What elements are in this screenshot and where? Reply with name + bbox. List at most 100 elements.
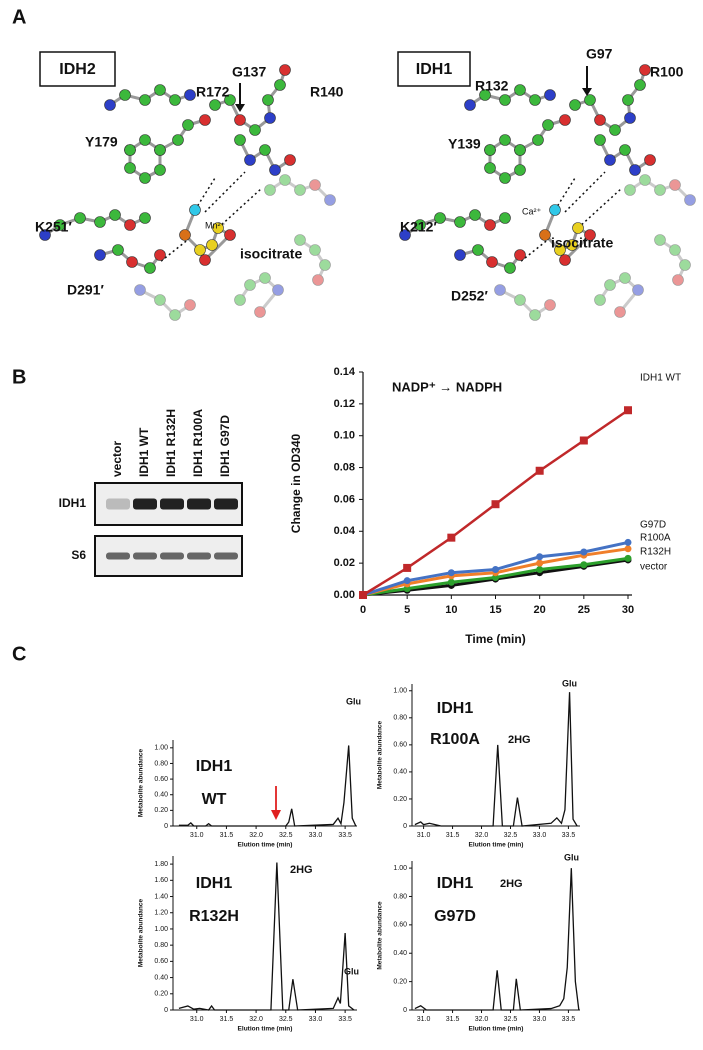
x-tick-label: 31.0 xyxy=(190,1016,204,1023)
atom xyxy=(559,254,571,266)
atom xyxy=(669,244,681,256)
residue xyxy=(399,209,511,241)
x-tick-label: 33.5 xyxy=(562,1016,576,1023)
trace xyxy=(414,868,580,1011)
atom xyxy=(529,309,541,321)
x-tick-label: 31.0 xyxy=(190,832,204,839)
atom xyxy=(279,64,291,76)
atom xyxy=(312,274,324,286)
residue-label: isocitrate xyxy=(240,246,302,262)
residue xyxy=(154,114,211,156)
y-tick-label: 0.80 xyxy=(393,715,407,722)
bond xyxy=(203,233,232,262)
y-tick-label: 1.00 xyxy=(393,688,407,695)
atom xyxy=(244,279,256,291)
y-tick-label: 0.40 xyxy=(154,792,168,799)
y-tick-label: 1.20 xyxy=(154,910,168,917)
atom xyxy=(169,309,181,321)
atom xyxy=(126,256,138,268)
x-tick-label: 32.5 xyxy=(504,832,518,839)
atom xyxy=(234,134,246,146)
y-tick-label: 0.60 xyxy=(154,958,168,965)
sample-label: WT xyxy=(202,791,227,808)
h-bond xyxy=(577,187,623,229)
atom xyxy=(484,144,496,156)
sample-label: IDH1 xyxy=(437,875,474,892)
atom xyxy=(434,212,446,224)
residue xyxy=(234,134,296,176)
residue-label: R100 xyxy=(650,64,684,80)
sample-label: IDH1 xyxy=(196,758,233,775)
atom xyxy=(514,249,526,261)
atom xyxy=(542,119,554,131)
band xyxy=(106,498,130,510)
x-tick-label: 33.0 xyxy=(309,1016,323,1023)
x-tick-label: 31.5 xyxy=(446,1016,460,1023)
residue xyxy=(94,244,166,274)
x-tick-label: 31.5 xyxy=(220,1016,234,1023)
y-tick-label: 0.60 xyxy=(154,776,168,783)
x-tick-label: 0 xyxy=(360,604,366,616)
atom xyxy=(399,229,411,241)
atom xyxy=(104,99,116,111)
atom xyxy=(184,299,196,311)
lane-label: IDH1 R100A xyxy=(191,409,205,477)
atom xyxy=(224,94,236,106)
marker xyxy=(624,545,632,553)
band xyxy=(214,498,238,510)
marker xyxy=(624,538,632,546)
residue-label: R132 xyxy=(475,78,509,94)
y-tick-label: 0 xyxy=(164,1007,168,1014)
x-tick-label: 32.0 xyxy=(475,832,489,839)
atom xyxy=(124,144,136,156)
atom xyxy=(244,154,256,166)
sample-label: IDH1 xyxy=(196,875,233,892)
band xyxy=(187,552,211,560)
marker xyxy=(447,578,455,586)
atom xyxy=(274,79,286,91)
y-tick-label: 0.08 xyxy=(334,461,355,473)
residue xyxy=(464,84,556,111)
atom xyxy=(264,184,276,196)
atom xyxy=(139,172,151,184)
atom xyxy=(269,164,281,176)
atom xyxy=(499,172,511,184)
atom xyxy=(414,219,426,231)
atom xyxy=(504,262,516,274)
atom xyxy=(154,249,166,261)
band xyxy=(160,552,184,560)
marker xyxy=(447,533,456,542)
atom xyxy=(94,249,106,261)
y-tick-label: 0.14 xyxy=(334,366,356,378)
atom xyxy=(619,144,631,156)
x-tick-label: 33.0 xyxy=(533,832,547,839)
y-tick-label: 0.20 xyxy=(393,796,407,803)
atom xyxy=(134,284,146,296)
x-tick-label: 31.0 xyxy=(417,1016,431,1023)
atom xyxy=(324,194,336,206)
residue-label: Ca²⁺ xyxy=(522,206,542,216)
residue-label: D252′ xyxy=(451,288,488,304)
atom xyxy=(454,216,466,228)
atom xyxy=(514,144,526,156)
atom xyxy=(619,272,631,284)
band xyxy=(133,498,157,510)
residue xyxy=(454,244,526,274)
y-tick-label: 0 xyxy=(164,823,168,830)
atom xyxy=(484,162,496,174)
x-axis-label: Time (min) xyxy=(465,632,525,646)
peak-label: Glu xyxy=(346,696,361,706)
atom xyxy=(224,229,236,241)
panel-label: B xyxy=(12,366,26,388)
legend-label: R100A xyxy=(640,533,671,544)
marker xyxy=(491,500,500,509)
x-axis-label: Elution time (min) xyxy=(469,1026,524,1033)
atom xyxy=(234,294,246,306)
atom xyxy=(94,216,106,228)
bond xyxy=(563,233,592,262)
residue-label: R140 xyxy=(310,84,344,100)
annotation: NADP⁺ → NADPH xyxy=(392,379,502,394)
residue xyxy=(594,272,644,318)
atom xyxy=(639,174,651,186)
